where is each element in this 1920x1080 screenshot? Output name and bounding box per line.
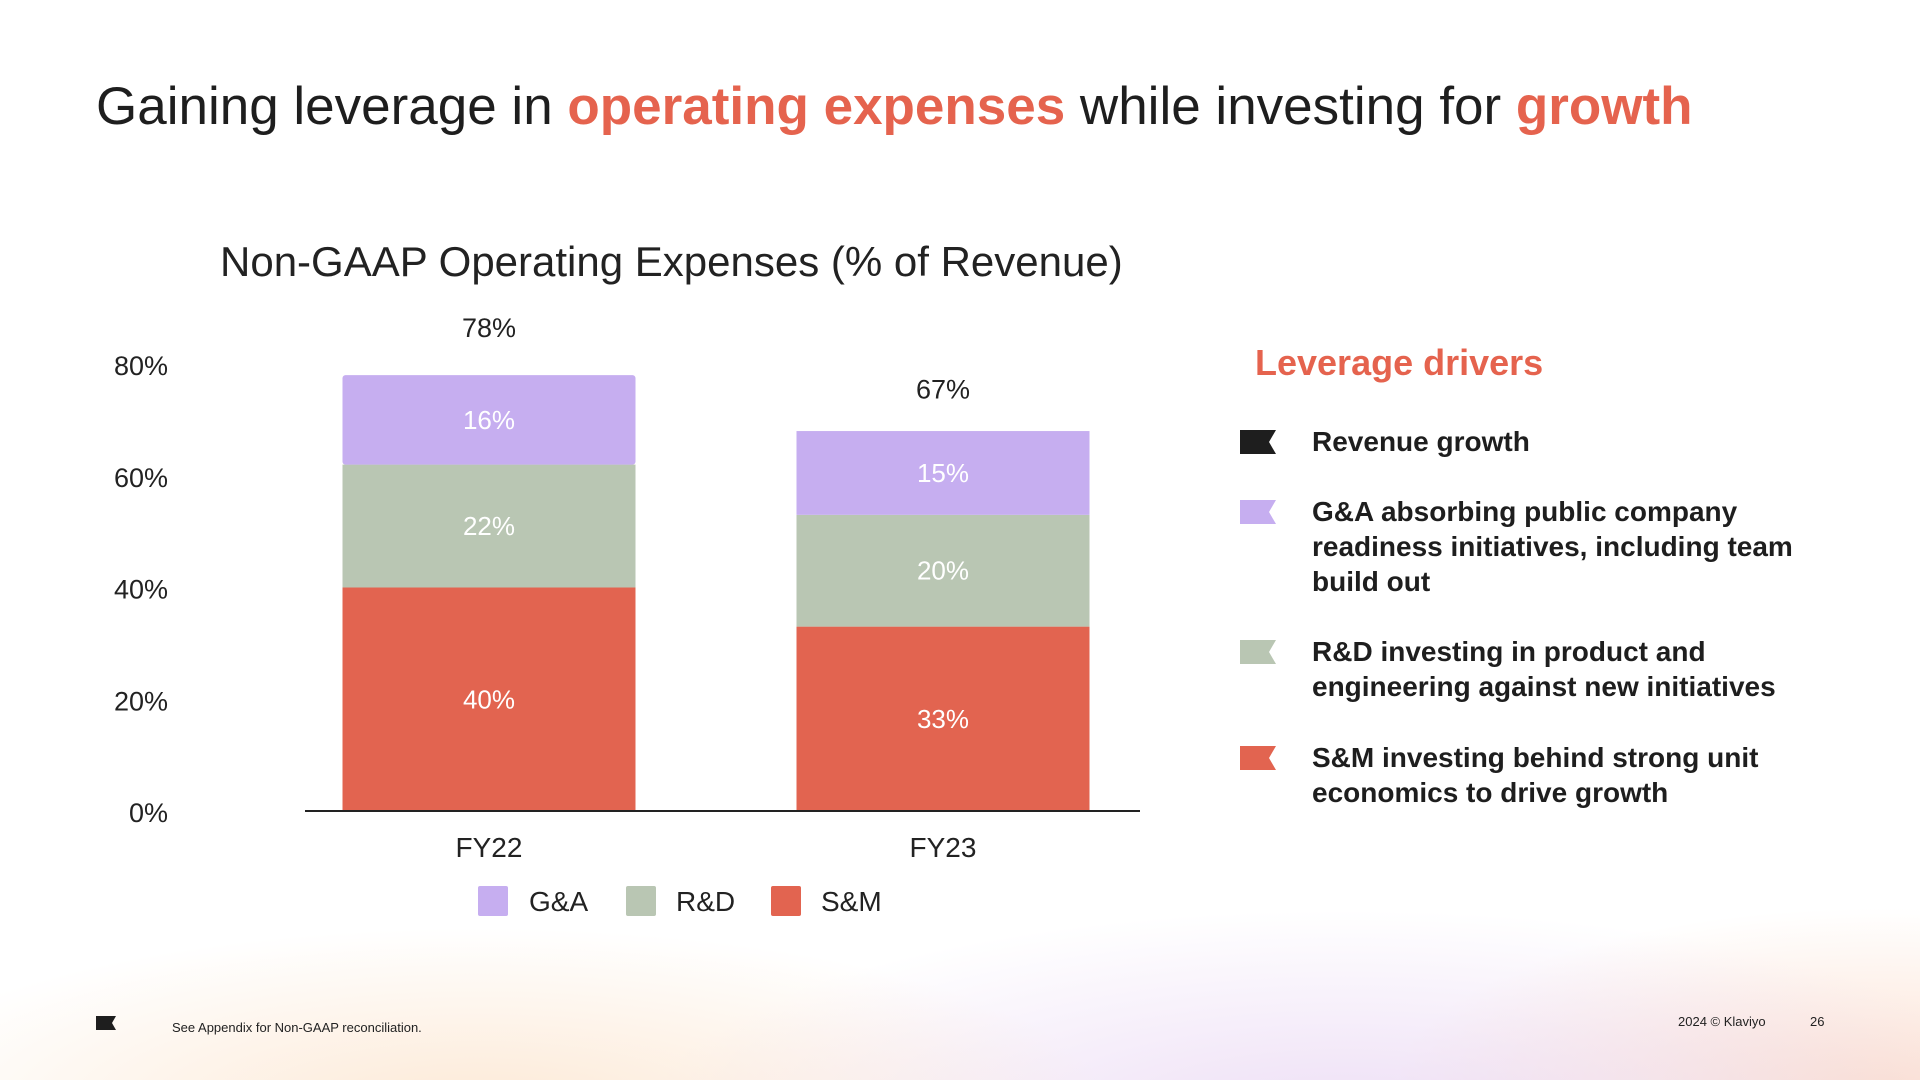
- bar-segment: [342, 375, 636, 465]
- y-tick-label: 80%: [114, 351, 168, 381]
- segment-label: 16%: [463, 405, 515, 435]
- flag-shape: [1240, 640, 1276, 664]
- footnote: See Appendix for Non-GAAP reconciliation…: [172, 1020, 422, 1035]
- driver-text: Revenue growth: [1312, 426, 1530, 457]
- page-number: 26: [1810, 1014, 1825, 1029]
- drivers-title: Leverage drivers: [1255, 342, 1544, 383]
- x-tick-label: FY23: [910, 832, 977, 863]
- y-tick-label: 60%: [114, 463, 168, 493]
- driver-text: S&M investing behind strong unit economi…: [1312, 742, 1759, 808]
- segment-label: 22%: [463, 511, 515, 541]
- bar-segment: [342, 464, 636, 588]
- total-label: 78%: [462, 313, 516, 343]
- bar-segment: [796, 431, 1090, 515]
- opex-stacked-bar-chart: Non-GAAP Operating Expenses (% of Revenu…: [114, 238, 1140, 917]
- bar-segment: [796, 514, 1090, 627]
- segment-label: 33%: [917, 704, 969, 734]
- bar-segment: [342, 587, 636, 811]
- flag-shape: [1240, 430, 1276, 454]
- segment-label: 20%: [917, 556, 969, 586]
- title-part-1: Gaining leverage in: [96, 77, 568, 136]
- segment-label: 40%: [463, 684, 515, 714]
- copyright: 2024 © Klaviyo: [1678, 1014, 1766, 1029]
- chart-title: Non-GAAP Operating Expenses (% of Revenu…: [220, 238, 1123, 285]
- driver-text: R&D investing in product and engineering…: [1312, 636, 1776, 702]
- flag-icon: [1240, 640, 1276, 664]
- total-label: 67%: [916, 375, 970, 405]
- klaviyo-flag-icon: [96, 1016, 116, 1030]
- legend-swatch: [626, 886, 656, 916]
- y-tick-label: 40%: [114, 575, 168, 605]
- x-tick-label: FY22: [456, 832, 523, 863]
- flag-shape: [1240, 500, 1276, 524]
- segment-label: 15%: [917, 458, 969, 488]
- y-tick-label: 0%: [129, 798, 168, 828]
- flag-shape: [1240, 746, 1276, 770]
- driver-text: G&A absorbing public company readiness i…: [1312, 496, 1793, 597]
- bar-segment: [796, 626, 1090, 811]
- title-accent-operating-expenses: operating expenses: [567, 77, 1066, 136]
- legend-label: R&D: [676, 886, 735, 917]
- flag-icon: [1240, 430, 1276, 454]
- flag-icon: [1240, 500, 1276, 524]
- legend-label: G&A: [529, 886, 588, 917]
- flag-icon: [1240, 746, 1276, 770]
- legend-label: S&M: [821, 886, 882, 917]
- title-part-2: while investing for: [1065, 77, 1516, 136]
- legend-swatch: [478, 886, 508, 916]
- y-tick-label: 20%: [114, 686, 168, 716]
- page-title: Gaining leverage in operating expenses w…: [96, 74, 1693, 140]
- legend-swatch: [771, 886, 801, 916]
- title-accent-growth: growth: [1515, 77, 1693, 136]
